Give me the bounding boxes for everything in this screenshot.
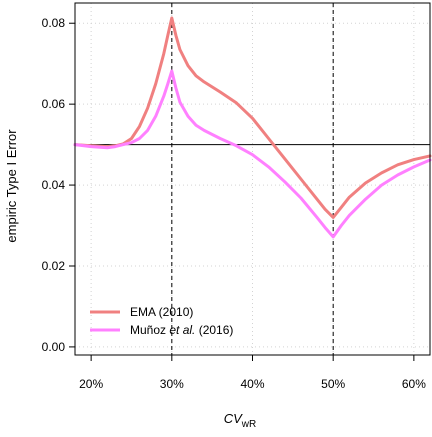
x-tick-label: 20% [79,377,103,391]
y-tick-label: 0.00 [42,340,66,354]
legend: EMA (2010) Muñoz et al. (2016) [90,305,233,337]
series-line-2 [73,69,432,239]
x-axis-title-subscript: wR [241,419,256,430]
x-tick-label: 30% [160,377,184,391]
x-tick-label: 60% [402,377,426,391]
y-tick-label: 0.08 [42,16,66,30]
y-axis-title: empiric Type I Error [4,129,19,243]
series-line-1 [73,16,432,219]
y-axis: 0.00 0.02 0.04 0.06 0.08 [42,16,75,354]
legend-label: Muñoz et al. (2016) [130,323,233,337]
x-axis-title-main: CV [224,411,243,426]
series-layer [73,16,432,239]
x-axis: 20% 30% 40% 50% 60% [79,355,426,391]
y-tick-label: 0.06 [42,97,66,111]
legend-label-part: (2016) [195,323,233,337]
legend-label-part: Muñoz [130,323,169,337]
x-tick-label: 50% [321,377,345,391]
grid-layer [75,3,430,355]
legend-label-part: et al. [169,323,195,337]
x-tick-label: 40% [240,377,264,391]
x-axis-title: CVwR [224,411,257,430]
y-tick-label: 0.02 [42,259,66,273]
reference-lines [75,3,430,355]
legend-label: EMA (2010) [130,305,193,319]
y-tick-label: 0.04 [42,178,66,192]
